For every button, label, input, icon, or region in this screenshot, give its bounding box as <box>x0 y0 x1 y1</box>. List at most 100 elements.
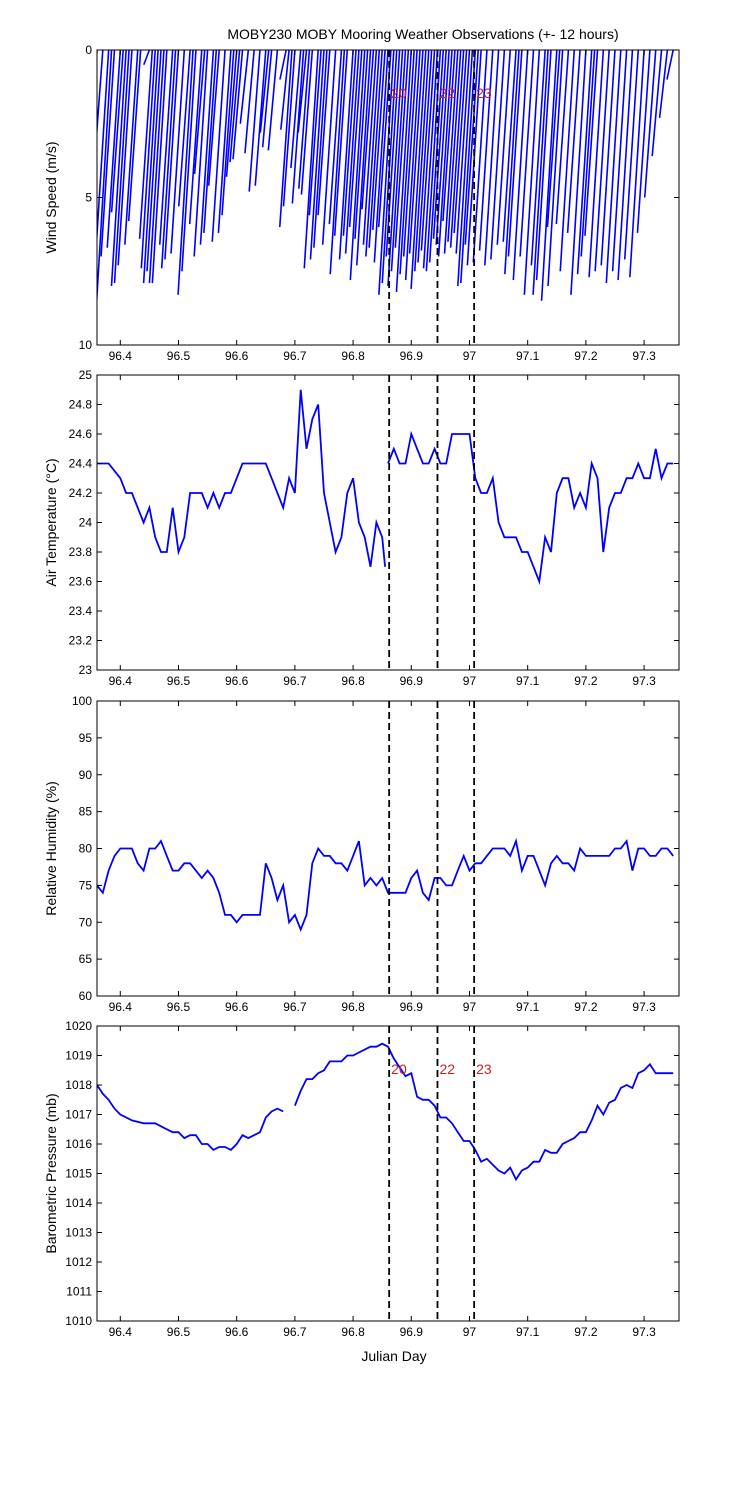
x-tick-label: 96.7 <box>283 1000 307 1014</box>
wind-stick <box>170 50 186 254</box>
x-tick-label: 96.6 <box>225 674 249 688</box>
wind-stick <box>97 50 110 247</box>
wind-stick <box>181 50 197 272</box>
x-tick-label: 97.1 <box>516 349 540 363</box>
wind-stick <box>259 50 270 133</box>
wind-stick <box>254 50 267 186</box>
wind-stick <box>460 50 477 284</box>
y-axis-label: Barometric Pressure (mb) <box>43 1093 59 1253</box>
wind-stick <box>404 50 421 281</box>
wind-stick <box>282 50 296 207</box>
wind-stick <box>199 50 215 245</box>
marker-label: 23 <box>476 1061 492 1077</box>
y-tick-label: 24.2 <box>69 486 93 500</box>
wind-stick <box>239 50 250 124</box>
x-tick-label: 96.7 <box>283 1325 307 1339</box>
wind-stick <box>97 50 113 309</box>
wind-stick <box>472 50 488 263</box>
y-tick-label: 23 <box>79 663 93 677</box>
x-tick-label: 96.5 <box>167 1325 191 1339</box>
y-tick-label: 1015 <box>65 1167 92 1181</box>
y-tick-label: 1018 <box>65 1078 92 1092</box>
x-tick-label: 97 <box>463 674 477 688</box>
wind-stick <box>373 50 389 263</box>
wind-stick <box>490 50 506 260</box>
x-tick-label: 96.6 <box>225 1325 249 1339</box>
wind-stick <box>143 50 151 66</box>
wind-stick <box>394 50 410 248</box>
wind-stick <box>100 50 116 257</box>
y-tick-label: 70 <box>79 915 93 929</box>
x-tick-label: 96.4 <box>109 674 133 688</box>
wind-stick <box>502 50 517 242</box>
figure-title: MOBY230 MOBY Mooring Weather Observation… <box>227 26 618 42</box>
wind-stick <box>148 50 165 284</box>
y-tick-label: 24.8 <box>69 398 93 412</box>
x-tick-label: 96.4 <box>109 1325 133 1339</box>
wind-stick <box>464 50 480 245</box>
wind-stick <box>333 50 349 236</box>
y-tick-label: 1013 <box>65 1226 92 1240</box>
y-tick-label: 80 <box>79 842 93 856</box>
wind-stick <box>297 50 311 189</box>
x-tick-label: 97 <box>463 1000 477 1014</box>
x-tick-label: 96.4 <box>109 1000 133 1014</box>
wind-stick <box>344 50 360 254</box>
y-tick-label: 95 <box>79 731 93 745</box>
wind-stick <box>321 50 337 245</box>
x-tick-label: 97.2 <box>574 349 598 363</box>
x-tick-label: 97.1 <box>516 1325 540 1339</box>
wind-stick <box>308 50 322 216</box>
y-tick-label: 65 <box>79 952 93 966</box>
wind-stick <box>413 50 430 272</box>
y-tick-label: 0 <box>85 43 92 57</box>
wind-stick <box>449 50 465 248</box>
marker-label: 22 <box>439 1061 455 1077</box>
wind-stick <box>478 50 494 251</box>
wind-stick <box>365 50 381 257</box>
x-tick-label: 96.9 <box>400 1000 424 1014</box>
wind-stick <box>278 50 293 228</box>
wind-stick <box>576 50 593 275</box>
wind-stick <box>267 50 279 151</box>
wind-stick <box>297 50 308 133</box>
x-tick-label: 96.6 <box>225 349 249 363</box>
x-tick-label: 96.7 <box>283 349 307 363</box>
x-tick-label: 96.9 <box>400 1325 424 1339</box>
wind-stick <box>368 50 383 248</box>
y-tick-label: 25 <box>79 368 93 382</box>
x-tick-label: 96.8 <box>341 674 365 688</box>
y-tick-label: 10 <box>79 338 93 352</box>
wind-stick <box>193 50 206 174</box>
marker-label: 20 <box>391 1061 407 1077</box>
y-tick-label: 1010 <box>65 1314 92 1328</box>
series-line <box>97 389 386 567</box>
x-axis-label: Julian Day <box>361 1348 426 1364</box>
x-tick-label: 97 <box>463 349 477 363</box>
series-line <box>387 430 674 586</box>
wind-stick <box>387 50 404 287</box>
wind-stick <box>177 50 194 295</box>
wind-stick <box>540 50 558 301</box>
x-tick-label: 97.3 <box>632 1325 656 1339</box>
wind-stick <box>110 50 124 213</box>
wind-stick <box>532 50 549 295</box>
x-tick-label: 96.5 <box>167 674 191 688</box>
wind-stick <box>559 50 576 272</box>
wind-stick <box>188 50 203 225</box>
wind-stick <box>300 50 314 195</box>
series-line <box>294 1042 674 1182</box>
wind-stick <box>390 50 407 272</box>
x-tick-label: 96.8 <box>341 1000 365 1014</box>
wind-stick <box>261 50 273 148</box>
series-line <box>97 1084 284 1151</box>
y-tick-label: 23.4 <box>69 604 93 618</box>
wind-stick <box>377 50 392 228</box>
wind-stick <box>422 50 439 269</box>
y-tick-label: 1016 <box>65 1137 92 1151</box>
wind-stick <box>408 50 424 254</box>
y-tick-label: 1014 <box>65 1196 92 1210</box>
wind-stick <box>248 50 261 192</box>
wind-stick <box>623 50 640 260</box>
